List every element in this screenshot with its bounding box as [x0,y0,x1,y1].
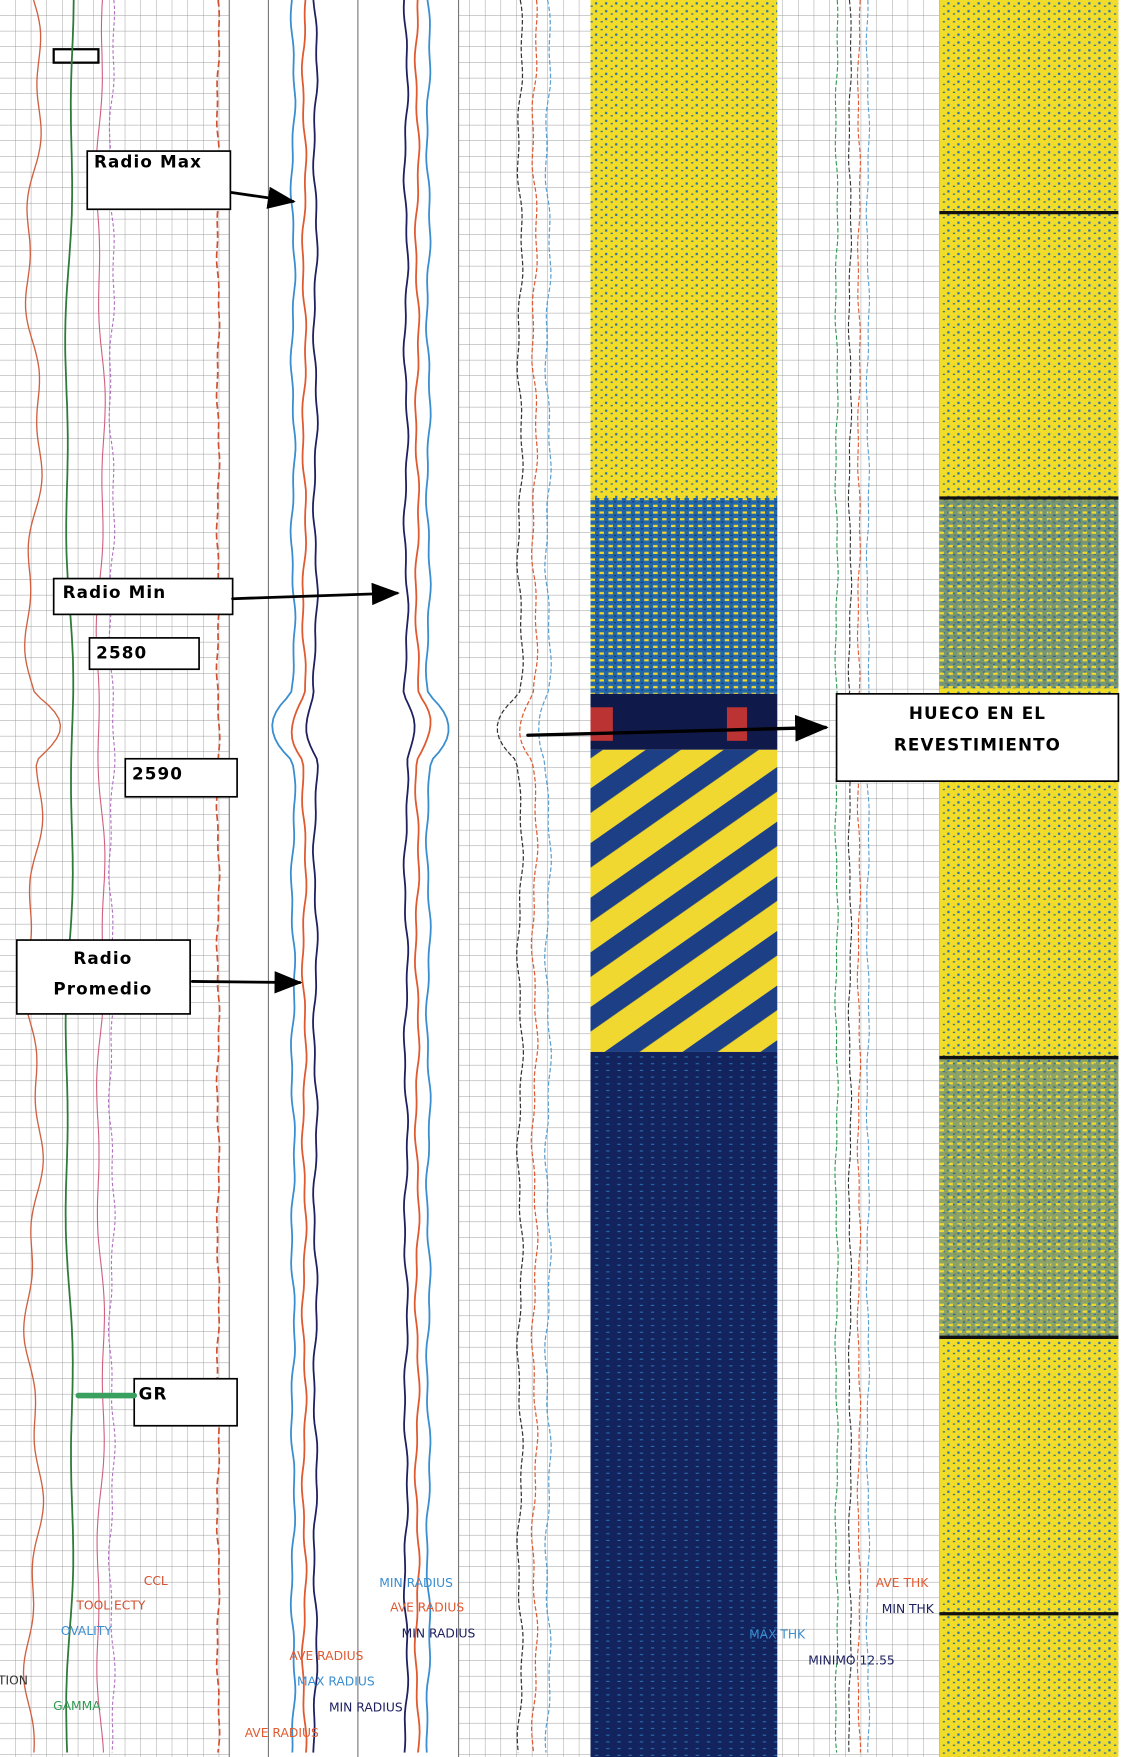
curve-label: AVE RADIUS [390,1601,464,1615]
depth-label: 2580 [96,643,147,663]
annotation: REVESTIMIENTO [894,734,1061,754]
image-track [591,694,778,750]
curve-label: AVE THK [876,1576,929,1590]
annotation: HUECO EN EL [909,703,1046,723]
curve-label: CCL [144,1574,168,1588]
annotation: GR [139,1383,168,1403]
curve-label: MAX THK [749,1628,806,1642]
well-log: CCL TOOL ECTY OVALITY ATION GAMMA MIN RADIUS A… [0,0,1124,1757]
tracks [0,0,1118,1757]
curve-label: MIN RADIUS [329,1700,403,1714]
arrow [192,981,299,982]
image-track [591,0,778,498]
annotation: Promedio [53,978,152,998]
curve-label: MIN RADIUS [402,1626,476,1640]
image-track [939,0,1118,1757]
curve-label: MAX RADIUS [297,1675,375,1689]
curve-label: AVE RADIUS [245,1726,319,1740]
image-track [939,1058,1118,1338]
annotation: Radio Min [63,582,167,602]
curve-label: MINIMO 12.55 [808,1653,894,1667]
image-track [939,498,1118,688]
curve-label: AVE RADIUS [289,1649,363,1663]
image-track [591,707,613,741]
image-track [591,750,778,1052]
annotation: Radio Max [94,151,202,171]
image-track [727,707,747,741]
image-track [591,1052,778,1757]
curve-label: OVALITY [61,1624,112,1638]
track-grid [0,0,229,1757]
track-grid [459,0,591,1757]
curve-label: MIN RADIUS [379,1576,453,1590]
curve-label: MIN THK [882,1602,935,1616]
curve-label: ATION [0,1673,28,1687]
image-track [591,498,778,694]
scale-marker [54,49,99,62]
curve-label: GAMMA [53,1699,101,1713]
annotation: Radio [73,948,132,968]
curve-label: TOOL ECTY [75,1598,145,1612]
page: {"annotations": {"radio_max": "Radio Max… [0,0,1124,1757]
depth-label: 2590 [132,763,183,783]
track-radius [229,0,458,1757]
